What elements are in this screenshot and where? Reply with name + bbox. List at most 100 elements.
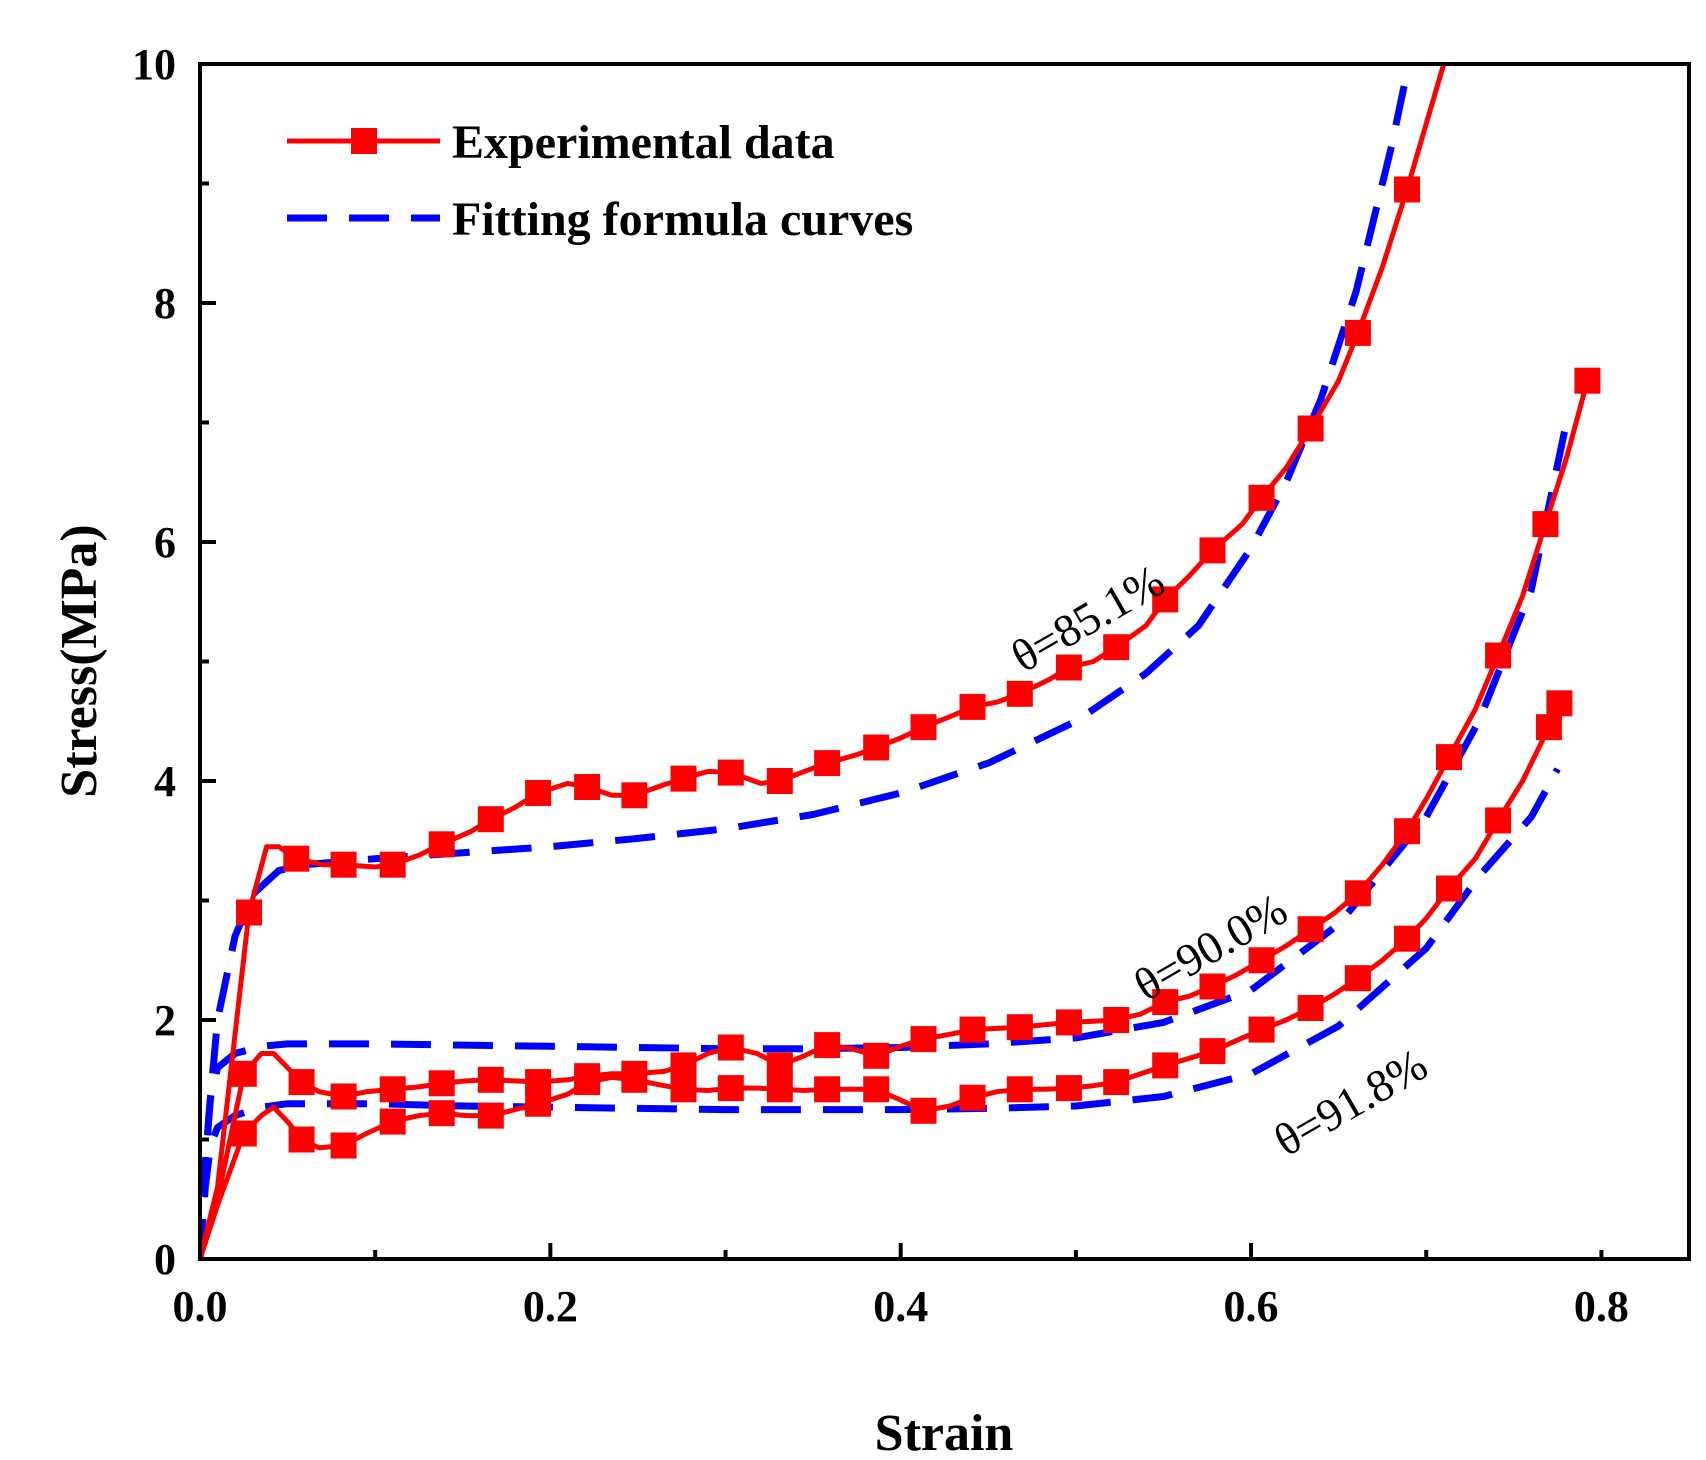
data-point-experimental-data-85-1 [428,831,455,858]
data-point-experimental-data-90-0 [1055,1009,1082,1036]
data-point-experimental-data-85-1 [236,899,262,926]
y-tick-label: 10 [132,40,176,89]
data-point-experimental-data-85-1 [863,734,890,761]
data-point-experimental-data-91-8 [288,1126,315,1153]
data-point-experimental-data-90-0 [330,1083,357,1110]
data-point-experimental-data-85-1 [1297,415,1324,442]
data-point-experimental-data-85-1 [621,782,648,809]
data-point-experimental-data-90-0 [1006,1014,1033,1041]
data-point-experimental-data-85-1 [525,780,552,806]
data-point-experimental-data-91-8 [428,1100,455,1127]
data-point-experimental-data-85-1 [910,714,937,741]
series-line-experimental-data-90-0 [200,380,1590,1259]
data-point-experimental-data-91-8 [477,1102,504,1129]
data-point-experimental-data-90-0 [1574,367,1601,394]
data-point-experimental-data-91-8 [379,1108,406,1135]
data-point-experimental-data-90-0 [1297,916,1324,943]
data-point-experimental-data-91-8 [1546,690,1573,717]
y-tick-label: 6 [154,518,176,567]
data-point-experimental-data-91-8 [959,1084,986,1111]
data-point-experimental-data-91-8 [863,1076,890,1103]
data-point-experimental-data-91-8 [1344,965,1371,992]
axis-labels: 0.0 0.2 0.4 0.6 0.8 0 2 4 6 8 10 [132,40,1629,1331]
data-point-experimental-data-91-8 [1535,714,1562,741]
x-axis-title: Strain [875,1405,1014,1460]
y-tick-label: 4 [154,757,176,806]
y-tick-label: 2 [154,996,176,1045]
data-point-experimental-data-91-8 [910,1097,937,1124]
data-point-experimental-data-91-8 [1485,807,1512,834]
y-axis-title: Stress(MPa) [51,524,108,797]
x-tick-label: 0.2 [523,1282,578,1331]
data-point-experimental-data-90-0 [1394,818,1420,845]
data-point-experimental-data-90-0 [670,1052,697,1079]
data-point-experimental-data-91-8 [574,1069,601,1096]
porosity-annotation: θ=91.8% [1266,1038,1436,1166]
data-point-experimental-data-91-8 [766,1076,793,1103]
data-point-experimental-data-85-1 [330,851,357,878]
data-point-experimental-data-90-0 [428,1070,455,1097]
data-point-experimental-data-90-0 [1199,973,1226,1000]
series-line-fitting-formula-curve-85-1 [200,64,1413,1259]
data-point-experimental-data-90-0 [1152,989,1179,1016]
data-point-experimental-data-90-0 [379,1076,406,1103]
data-point-experimental-data-91-8 [1199,1038,1226,1065]
series-line-fitting-formula-curve-91-8 [200,767,1561,1259]
legend-experimental-marker [351,128,377,154]
data-point-experimental-data-91-8 [1103,1069,1130,1096]
y-tick-label: 8 [154,279,176,328]
data-point-experimental-data-85-1 [959,693,986,720]
data-point-experimental-data-91-8 [330,1132,357,1159]
data-point-experimental-data-91-8 [1394,925,1420,952]
data-point-experimental-data-90-0 [1485,642,1512,669]
data-point-experimental-data-85-1 [1006,680,1033,707]
x-tick-label: 0.6 [1224,1282,1279,1331]
data-point-experimental-data-90-0 [230,1060,257,1087]
data-point-experimental-data-85-1 [1248,484,1275,511]
data-point-experimental-data-90-0 [814,1032,841,1059]
data-point-experimental-data-91-8 [670,1076,697,1103]
data-point-experimental-data-85-1 [670,765,697,792]
y-tick-label: 0 [154,1235,176,1284]
data-point-experimental-data-90-0 [288,1069,315,1096]
data-point-experimental-data-85-1 [379,851,406,878]
data-point-experimental-data-91-8 [1006,1076,1033,1103]
data-point-experimental-data-90-0 [1344,880,1371,907]
data-point-experimental-data-90-0 [477,1066,504,1093]
data-point-experimental-data-90-0 [959,1016,986,1043]
data-point-experimental-data-91-8 [1248,1016,1275,1043]
data-point-experimental-data-85-1 [1152,586,1179,613]
data-point-experimental-data-91-8 [230,1120,257,1147]
data-point-experimental-data-85-1 [574,774,601,800]
data-point-experimental-data-85-1 [1055,654,1082,681]
data-point-experimental-data-90-0 [717,1034,744,1061]
x-tick-label: 0.8 [1574,1282,1629,1331]
data-point-experimental-data-90-0 [910,1026,937,1053]
data-point-experimental-data-85-1 [1394,176,1420,203]
data-point-experimental-data-85-1 [1199,537,1226,564]
data-point-experimental-data-90-0 [863,1042,890,1069]
legend-experimental-label: Experimental data [452,116,835,169]
data-point-experimental-data-90-0 [1436,744,1462,771]
data-point-experimental-data-91-8 [717,1075,744,1102]
data-point-experimental-data-85-1 [1103,634,1130,661]
plot-content [200,64,1601,1259]
plot-frame [198,62,1691,1261]
data-point-experimental-data-85-1 [283,845,310,872]
data-point-experimental-data-90-0 [766,1052,793,1079]
data-point-experimental-data-91-8 [525,1090,552,1117]
data-point-experimental-data-91-8 [1152,1052,1179,1079]
legend: Experimental data Fitting formula curves [287,116,913,246]
legend-fitting-label: Fitting formula curves [452,193,913,246]
data-point-experimental-data-91-8 [1436,875,1462,902]
data-point-experimental-data-91-8 [1055,1075,1082,1102]
data-point-experimental-data-91-8 [814,1076,841,1103]
data-point-experimental-data-90-0 [1532,511,1559,538]
annotations: θ=85.1%θ=90.0%θ=91.8% [1003,554,1436,1166]
axis-ticks [198,62,1604,1261]
data-point-experimental-data-85-1 [766,768,793,794]
x-tick-label: 0.4 [873,1282,928,1331]
data-point-experimental-data-90-0 [1103,1007,1130,1033]
data-point-experimental-data-91-8 [1297,995,1324,1021]
